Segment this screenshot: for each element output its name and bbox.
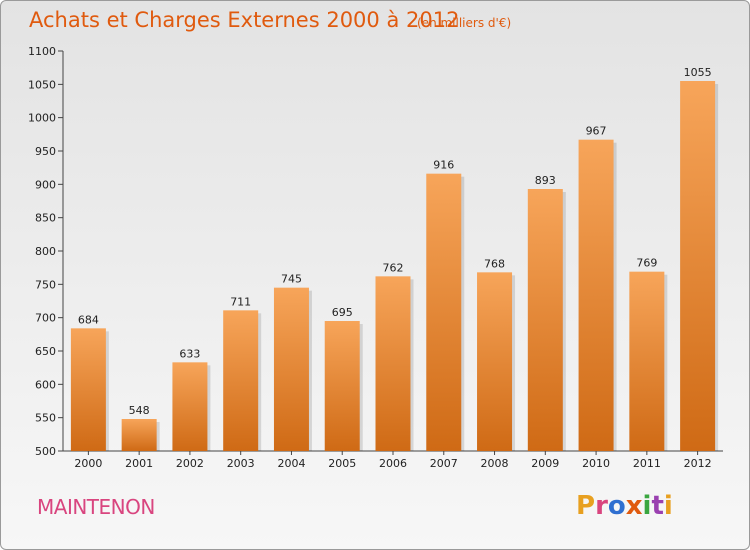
bar-2005[interactable] (324, 321, 360, 451)
data-label-2002: 633 (179, 347, 200, 360)
data-label-2010: 967 (586, 125, 607, 138)
x-tick-label-2004: 2004 (277, 457, 305, 470)
x-tick-label-2007: 2007 (430, 457, 458, 470)
y-tick-label: 1000 (28, 112, 56, 125)
x-tick-label-2006: 2006 (379, 457, 407, 470)
x-tick-label-2002: 2002 (176, 457, 204, 470)
logo-letter: P (576, 491, 596, 521)
bar-2007[interactable] (426, 173, 462, 451)
y-tick-label: 900 (35, 178, 56, 191)
bar-2006[interactable] (375, 276, 411, 451)
y-tick-label: 850 (35, 212, 56, 225)
data-label-2006: 762 (383, 261, 404, 274)
data-label-2012: 1055 (684, 66, 712, 79)
y-tick-label: 1050 (28, 78, 56, 91)
data-label-2000: 684 (78, 313, 99, 326)
data-label-2003: 711 (230, 295, 251, 308)
bar-2004[interactable] (273, 287, 309, 451)
x-tick-label-2000: 2000 (74, 457, 102, 470)
data-label-2007: 916 (433, 159, 454, 172)
x-tick-label-2010: 2010 (582, 457, 610, 470)
data-label-2005: 695 (332, 306, 353, 319)
bar-2008[interactable] (477, 272, 513, 451)
y-tick-label: 750 (35, 278, 56, 291)
chart-title: Achats et Charges Externes 2000 à 2012 (29, 8, 460, 32)
chart-subtitle: (en milliers d'€) (417, 16, 512, 30)
y-tick-label: 800 (35, 245, 56, 258)
bar-2001[interactable] (121, 419, 157, 451)
y-tick-label: 950 (35, 145, 56, 158)
logo-letter: t (651, 491, 664, 521)
x-tick-label-2009: 2009 (531, 457, 559, 470)
bar-2011[interactable] (629, 271, 665, 451)
x-tick-label-2005: 2005 (328, 457, 356, 470)
logo-letter: i (642, 491, 652, 521)
proxiti-logo[interactable]: Proxiti (576, 491, 673, 521)
y-tick-label: 500 (35, 445, 56, 458)
logo-letter: o (607, 491, 626, 521)
commune-name: MAINTENON (37, 495, 155, 519)
bar-2003[interactable] (223, 310, 259, 451)
x-tick-label-2012: 2012 (684, 457, 712, 470)
y-tick-label: 550 (35, 412, 56, 425)
x-tick-label-2003: 2003 (227, 457, 255, 470)
data-label-2001: 548 (129, 404, 150, 417)
bar-2002[interactable] (172, 362, 208, 451)
chart-bars (70, 81, 719, 451)
y-tick-label: 650 (35, 345, 56, 358)
x-tick-label-2011: 2011 (633, 457, 661, 470)
x-tick-label-2008: 2008 (481, 457, 509, 470)
logo-letter: r (595, 491, 608, 521)
bar-2000[interactable] (70, 328, 106, 451)
chart-labels: 684 2000 548 2001 633 2002 711 2003 745 2004 695 20… (74, 66, 711, 470)
data-label-2009: 893 (535, 174, 556, 187)
bar-2012[interactable] (680, 81, 716, 451)
data-label-2004: 745 (281, 273, 302, 286)
bar-2009[interactable] (527, 189, 563, 451)
x-tick-label-2001: 2001 (125, 457, 153, 470)
y-tick-label: 700 (35, 312, 56, 325)
y-tick-label: 600 (35, 378, 56, 391)
bar-2010[interactable] (578, 139, 614, 451)
data-label-2008: 768 (484, 257, 505, 270)
chart-axes: 500 550 600 650 700 750 800 850 900 950 1000 1050 11… (28, 45, 723, 458)
logo-letter: x (625, 491, 643, 521)
data-label-2011: 769 (636, 257, 657, 270)
logo-letter: i (663, 491, 673, 521)
y-tick-label: 1100 (28, 45, 56, 58)
